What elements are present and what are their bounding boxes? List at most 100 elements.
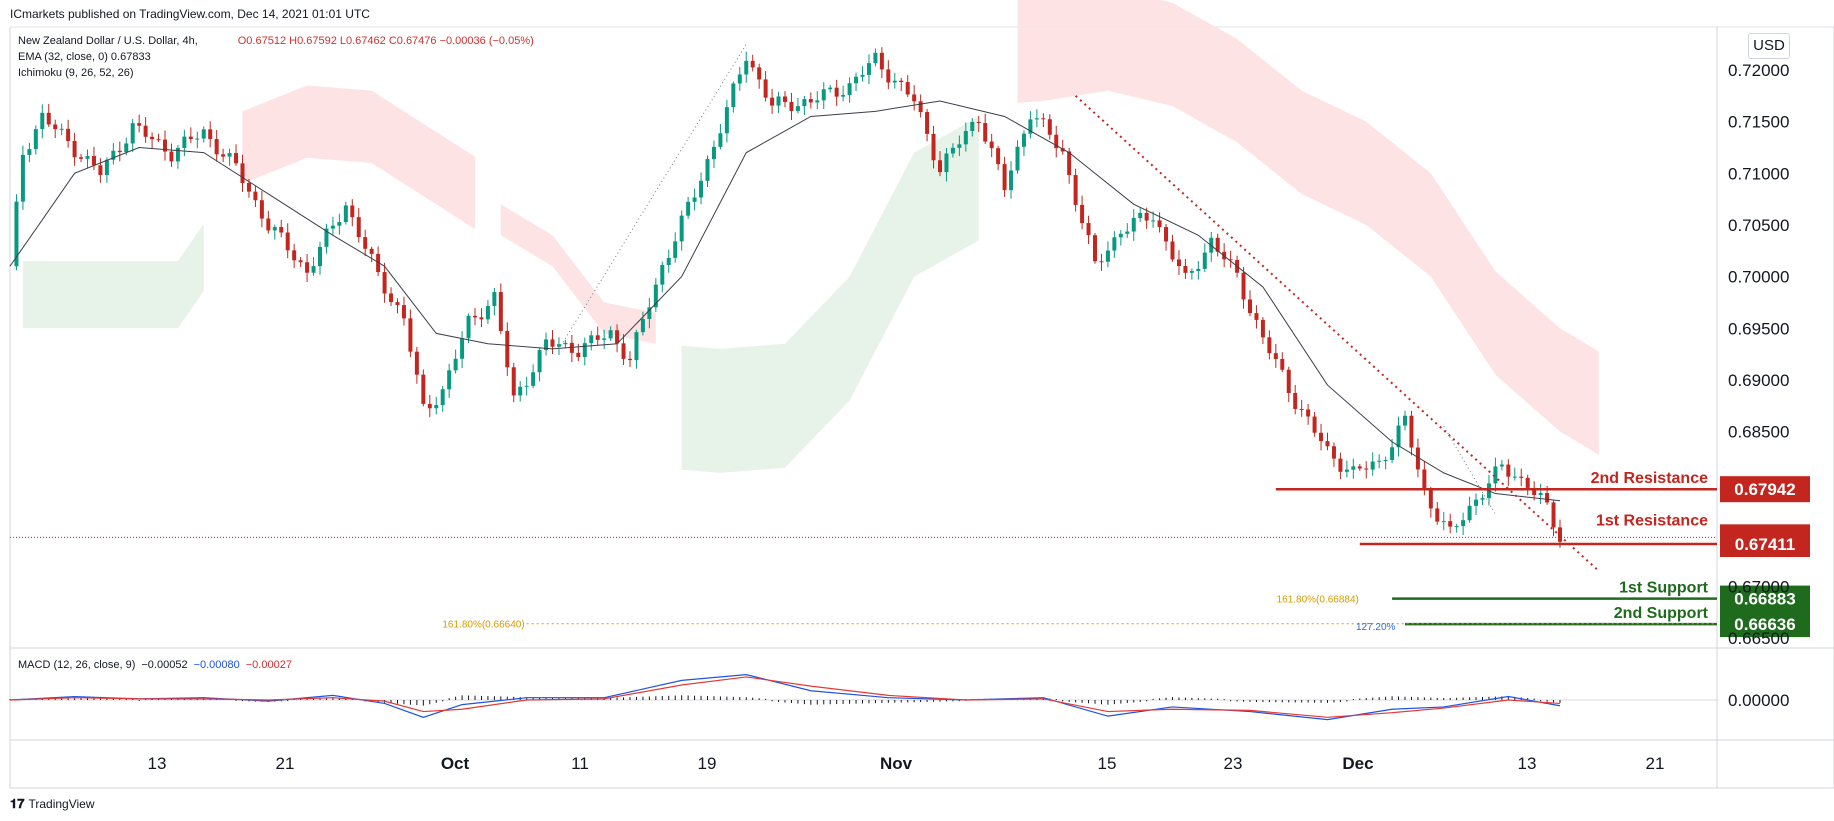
candle-body [389, 293, 394, 303]
support-1-label: 1st Support [1619, 580, 1709, 597]
resistance-1-badge [1720, 531, 1810, 558]
candle-body [834, 87, 839, 97]
candle-body [240, 163, 245, 184]
candle-body [1138, 212, 1143, 218]
candle-body [1532, 487, 1537, 496]
candle-body [117, 150, 122, 153]
candle-body [1480, 498, 1485, 500]
candle-body [324, 228, 329, 247]
candle-body [957, 144, 962, 148]
candle-body [828, 87, 833, 90]
candle-body [795, 106, 800, 111]
candle-body [518, 386, 523, 396]
candle-body [1009, 170, 1014, 191]
candle-body [292, 250, 297, 261]
candle-body [1312, 416, 1317, 433]
candle-body [744, 60, 749, 75]
resistance-1-label: 1st Resistance [1596, 513, 1708, 530]
candle-body [608, 330, 613, 339]
resistance-2-label: 2nd Resistance [1591, 470, 1708, 487]
candle-body [821, 89, 826, 101]
candle-body [1034, 118, 1039, 120]
time-tick-label: 23 [1224, 754, 1243, 773]
candle-body [1118, 233, 1123, 238]
currency-button[interactable]: USD [1748, 33, 1790, 59]
candle-body [311, 266, 316, 273]
candle-body [1344, 469, 1349, 472]
candle-body [1403, 415, 1407, 426]
candle-body [660, 264, 665, 285]
candle-body [1422, 469, 1427, 491]
candle-body [1435, 508, 1440, 522]
candle-body [382, 272, 387, 294]
candle-body [1351, 466, 1356, 470]
candle-body [989, 141, 994, 149]
candle-body [731, 83, 736, 108]
macd-legend: MACD (12, 26, close, 9) −0.00052 −0.00080−… [18, 659, 292, 671]
candle-body [873, 52, 878, 64]
candle-body [1125, 231, 1130, 234]
candle-body [53, 124, 58, 130]
candle-body [266, 218, 271, 231]
candle-body [879, 52, 884, 70]
candle-body [1273, 353, 1278, 359]
candle-body [524, 385, 529, 387]
candle-body [1319, 432, 1324, 442]
candle-body [1506, 464, 1511, 477]
candle-body [1286, 369, 1291, 393]
candle-body [214, 139, 219, 155]
candle-body [899, 80, 904, 83]
candle-body [1377, 460, 1382, 462]
candle-body [763, 79, 768, 98]
candle-body [1248, 299, 1252, 314]
candle-body [770, 97, 775, 106]
candle-body [279, 227, 284, 233]
candle-body [692, 197, 697, 202]
price-tick-label: 0.72000 [1728, 61, 1789, 80]
candle-body [59, 128, 64, 130]
candle-body [1325, 441, 1330, 447]
macd-label: MACD (12, 26, close, 9) [18, 659, 136, 671]
candle-body [860, 74, 865, 77]
descending-trendline [1074, 95, 1600, 572]
candle-body [208, 129, 213, 140]
candle-body [343, 205, 348, 223]
candle-body [1428, 490, 1433, 509]
candle-body [253, 191, 258, 201]
candle-body [1448, 521, 1453, 527]
candle-body [369, 248, 374, 254]
candle-body [1170, 241, 1175, 260]
candle-body [14, 201, 19, 267]
candle-body [1512, 476, 1517, 478]
candle-body [479, 317, 484, 320]
candle-body [163, 139, 167, 152]
candle-body [602, 338, 607, 340]
publisher-line: ICmarkets published on TradingView.com, … [10, 7, 370, 21]
candle-body [1331, 446, 1336, 459]
candle-body [337, 222, 342, 226]
candle-body [892, 80, 897, 83]
time-tick-label: Nov [880, 754, 913, 773]
time-tick-label: 19 [698, 754, 717, 773]
candle-body [679, 215, 684, 242]
candle-body [1093, 235, 1097, 262]
candle-body [1545, 492, 1550, 503]
candle-body [886, 69, 891, 83]
candle-body [1202, 252, 1207, 269]
price-tick-label: 0.71500 [1728, 113, 1789, 132]
candle-body [757, 67, 762, 80]
ohlc-values: O0.67512 H0.67592 L0.67462 C0.67476 −0.0… [237, 35, 534, 47]
candle-body [912, 94, 917, 102]
candle-body [485, 305, 490, 320]
candle-body [640, 318, 645, 333]
candle-body [1047, 119, 1052, 135]
resistance-2-badge [1720, 476, 1810, 503]
candle-body [330, 225, 335, 229]
candle-body [182, 136, 187, 148]
candle-body [950, 147, 955, 154]
candle-body [1338, 458, 1343, 472]
candle-body [395, 302, 400, 306]
candle-body [175, 147, 180, 162]
support-2-label: 2nd Support [1614, 605, 1709, 622]
